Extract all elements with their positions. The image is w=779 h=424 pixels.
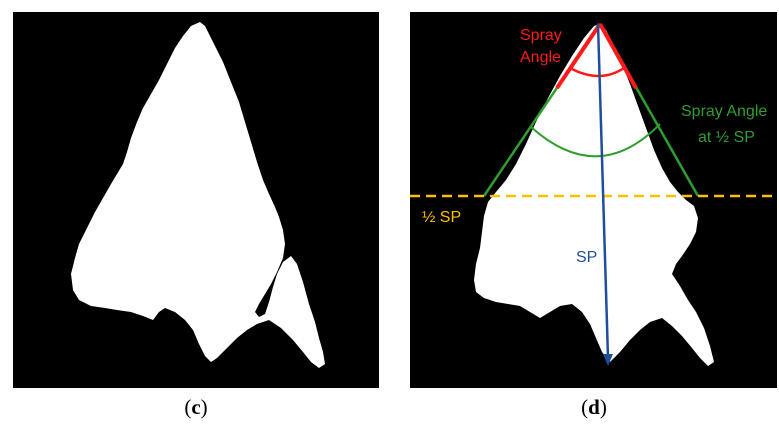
- spray-angle-label-line1: Spray: [520, 27, 562, 44]
- sp-arrow-line: [596, 23, 610, 359]
- panel-c-spray-image: [13, 12, 379, 388]
- sp-label: SP: [576, 249, 597, 266]
- half-angle-label-line2: at ½ SP: [698, 129, 755, 146]
- caption-d: (d): [581, 395, 607, 419]
- spray-silhouette-d: Spray Angle Spray Angle at ½ SP ½ SP SP: [410, 22, 777, 366]
- half-angle-arc: [530, 123, 661, 158]
- panel-d-annotated-spray: Spray Angle Spray Angle at ½ SP ½ SP SP: [410, 12, 777, 388]
- spray-silhouette-c: [71, 22, 325, 368]
- half-angle-label-line1: Spray Angle: [681, 103, 767, 120]
- spray-angle-left-line: [555, 22, 602, 90]
- sp-arrow-head: [603, 354, 613, 366]
- half-sp-label: ½ SP: [422, 209, 461, 226]
- spray-angle-right-line: [598, 23, 638, 89]
- caption-c: (c): [184, 395, 208, 419]
- spray-shape: [71, 22, 325, 368]
- spray-angle-label-line2: Angle: [520, 49, 561, 66]
